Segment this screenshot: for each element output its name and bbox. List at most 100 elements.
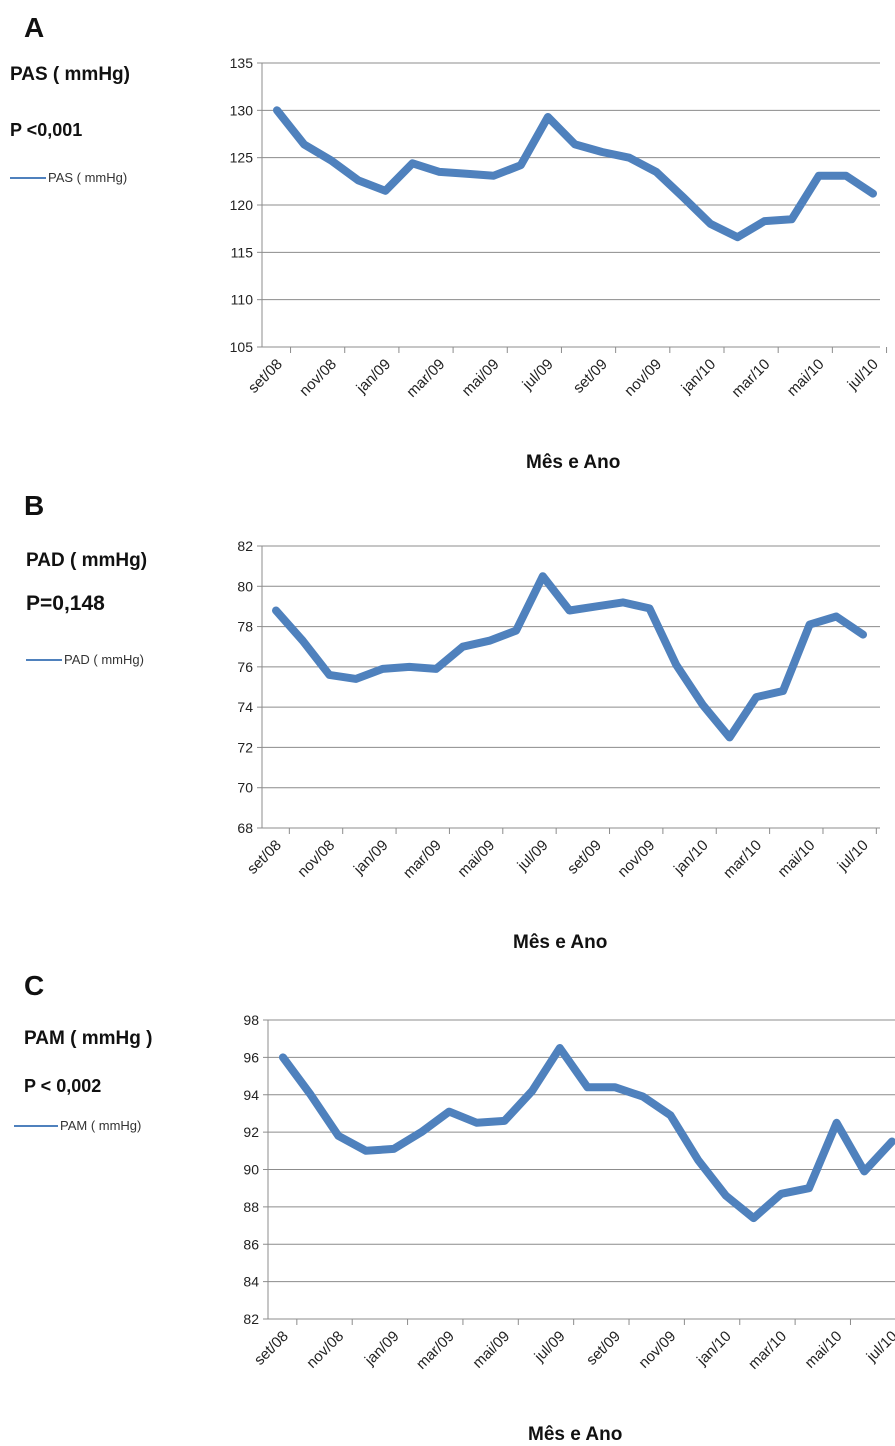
panel-c: 82 84 86 88 90 92 94 96 98 set/08 nov/08 jan/09 mar/… bbox=[0, 960, 895, 1446]
y-tick-label: 96 bbox=[243, 1049, 259, 1065]
y-tick-label: 88 bbox=[243, 1199, 259, 1215]
data-point bbox=[860, 631, 866, 638]
x-tick-label: set/09 bbox=[570, 356, 611, 397]
p-value: P <0,001 bbox=[10, 120, 83, 140]
data-point bbox=[788, 216, 795, 223]
y-tick-label: 130 bbox=[230, 102, 254, 118]
x-tick-label: jan/10 bbox=[670, 837, 712, 879]
data-point bbox=[517, 162, 524, 169]
x-tick-label: jul/09 bbox=[519, 356, 557, 394]
legend-line-icon bbox=[10, 176, 46, 179]
data-point bbox=[459, 643, 466, 650]
x-tick-label: nov/09 bbox=[636, 1328, 680, 1372]
x-tick-label: mai/09 bbox=[454, 837, 498, 881]
chart-b: 68 70 72 74 76 78 80 82 set/08 nov/08 jan/09 mar/09… bbox=[237, 538, 880, 882]
data-point bbox=[639, 1093, 646, 1100]
x-tick-label: mar/10 bbox=[745, 1328, 790, 1373]
x-tick-label: set/09 bbox=[583, 1328, 624, 1369]
y-tick-label: 110 bbox=[231, 292, 254, 308]
y-tick-label: 92 bbox=[243, 1124, 259, 1140]
data-point bbox=[301, 141, 308, 148]
data-point bbox=[273, 607, 279, 614]
y-tick-label: 105 bbox=[230, 339, 254, 355]
x-tick-label: jul/10 bbox=[834, 837, 872, 875]
data-point bbox=[626, 154, 633, 161]
data-point bbox=[326, 671, 333, 678]
y-axis-title: PAD ( mmHg) bbox=[26, 550, 148, 571]
y-tick-label: 82 bbox=[243, 1311, 259, 1327]
y-tick-label: 135 bbox=[230, 55, 254, 71]
panel-a: 105 110 115 120 125 130 135 set/08 nov/08 jan/09 m… bbox=[0, 0, 895, 480]
x-tick-label: jan/09 bbox=[361, 1328, 403, 1370]
y-tick-label: 70 bbox=[237, 780, 253, 796]
data-point bbox=[734, 234, 741, 241]
data-point bbox=[436, 168, 443, 175]
x-axis-title: Mês e Ano bbox=[528, 1424, 623, 1445]
legend-label: PAS ( mmHg) bbox=[48, 170, 128, 185]
data-point bbox=[673, 661, 680, 668]
data-point bbox=[382, 187, 389, 194]
y-tick-label: 74 bbox=[237, 699, 253, 715]
y-tick-label: 68 bbox=[237, 820, 253, 836]
panel-letter: C bbox=[24, 970, 45, 1001]
y-tick-label: 90 bbox=[243, 1162, 259, 1178]
data-point bbox=[486, 637, 493, 644]
data-point bbox=[815, 172, 822, 179]
x-tick-label: jan/10 bbox=[678, 356, 720, 398]
y-tick-label: 80 bbox=[237, 578, 253, 594]
x-tick-label: mai/09 bbox=[469, 1328, 513, 1372]
series-line bbox=[272, 572, 867, 742]
data-point bbox=[612, 1084, 619, 1091]
x-tick-label: jul/09 bbox=[514, 837, 552, 875]
x-tick-label: jul/10 bbox=[863, 1328, 895, 1366]
data-point bbox=[646, 605, 653, 612]
data-point bbox=[842, 172, 849, 179]
x-tick-label: set/08 bbox=[251, 1328, 292, 1369]
data-point bbox=[274, 107, 280, 114]
data-point bbox=[653, 168, 660, 175]
data-point bbox=[619, 599, 626, 606]
data-point bbox=[680, 194, 687, 201]
data-point bbox=[379, 665, 386, 672]
data-point bbox=[599, 148, 606, 155]
data-point bbox=[280, 1054, 286, 1061]
data-point bbox=[539, 573, 546, 580]
x-tick-label: mai/10 bbox=[775, 837, 819, 881]
legend-line-icon bbox=[26, 658, 62, 661]
data-point bbox=[584, 1084, 591, 1091]
data-point bbox=[463, 170, 470, 177]
x-tick-label: nov/08 bbox=[294, 837, 338, 881]
data-point bbox=[722, 1192, 729, 1199]
x-tick-label: mar/09 bbox=[400, 837, 445, 882]
series-line bbox=[279, 1044, 895, 1223]
x-tick-label: set/08 bbox=[244, 837, 285, 878]
y-tick-label: 78 bbox=[237, 619, 253, 635]
data-point bbox=[726, 734, 733, 741]
panel-letter: A bbox=[24, 12, 45, 43]
p-value: P=0,148 bbox=[26, 592, 105, 615]
data-point bbox=[667, 1112, 674, 1119]
data-point bbox=[418, 1129, 425, 1136]
data-point bbox=[833, 1119, 840, 1126]
data-point bbox=[355, 177, 362, 184]
y-tick-label: 115 bbox=[231, 244, 254, 260]
data-point bbox=[861, 1168, 868, 1175]
data-point bbox=[833, 613, 840, 620]
data-point bbox=[566, 607, 573, 614]
data-point bbox=[889, 1138, 895, 1145]
y-tick-label: 94 bbox=[243, 1087, 259, 1103]
y-tick-label: 84 bbox=[243, 1274, 259, 1290]
x-tick-label: mai/10 bbox=[784, 356, 828, 400]
x-tick-label: mar/10 bbox=[720, 837, 765, 882]
data-point bbox=[390, 1145, 397, 1152]
data-point bbox=[501, 1117, 508, 1124]
data-point bbox=[761, 218, 768, 225]
data-point bbox=[593, 603, 600, 610]
data-point bbox=[695, 1157, 702, 1164]
series-line bbox=[273, 106, 877, 242]
x-tick-label: nov/08 bbox=[296, 356, 340, 400]
data-point bbox=[363, 1147, 370, 1154]
legend-label: PAD ( mmHg) bbox=[64, 652, 144, 667]
